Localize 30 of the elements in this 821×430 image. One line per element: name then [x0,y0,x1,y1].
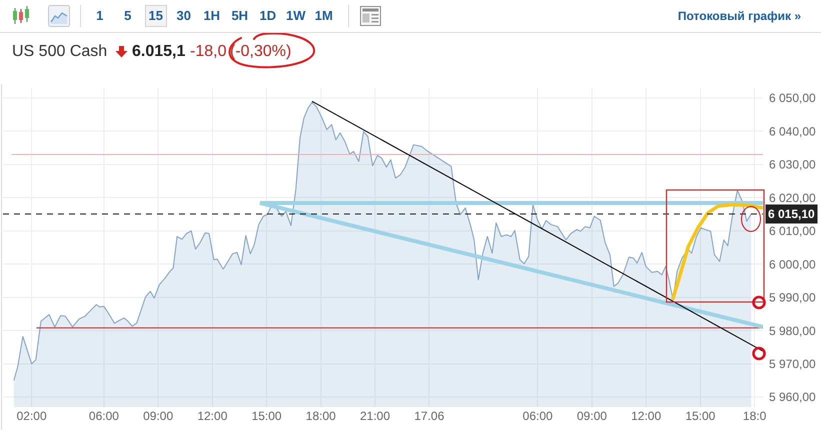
y-tick-label: 6 020,00 [769,190,816,205]
x-tick-label: 15:00 [685,409,716,423]
text: 1 5 15 30 1H 5H 1D 1W 1M [96,8,333,23]
y-tick-label: 6 040,00 [769,124,816,138]
y-tick-label: 5 960,00 [769,390,816,404]
x-tick-label: 18:00 [306,409,336,423]
x-tick-label: 09:00 [576,409,608,423]
y-tick-label: 6 000,00 [769,257,816,272]
y-tick-label: 6 030,00 [769,158,816,172]
y-tick-label: 5 970,00 [769,357,816,371]
x-tick-label: 09:00 [143,409,174,423]
text: -18,0 [190,43,226,60]
x-tick-label: 06:00 [88,409,120,423]
y-tick-label: 5 990,00 [769,290,816,305]
x-tick-label: 15:00 [252,409,282,423]
x-tick-label: 21:00 [360,409,390,423]
x-tick-label: 12:00 [197,409,228,423]
text: 6.015,1 [132,43,186,60]
x-tick-label: 02:00 [16,409,47,423]
y-tick-label: 5 980,00 [769,324,816,338]
text: Потоковый график » [678,9,801,23]
y-tick-label: 6 050,00 [769,91,816,106]
ref-line-label: 6 015,10 [768,207,816,221]
text: (-0,30%) [230,43,292,60]
x-tick-label: 06:00 [522,409,554,423]
y-tick-label: 6 010,00 [769,224,816,238]
chart-title: US 500 Cash [12,43,108,60]
x-tick-label: 17.06 [414,409,445,423]
x-tick-label: 12:00 [631,409,662,423]
x-tick-label: 18:0 [742,409,767,423]
